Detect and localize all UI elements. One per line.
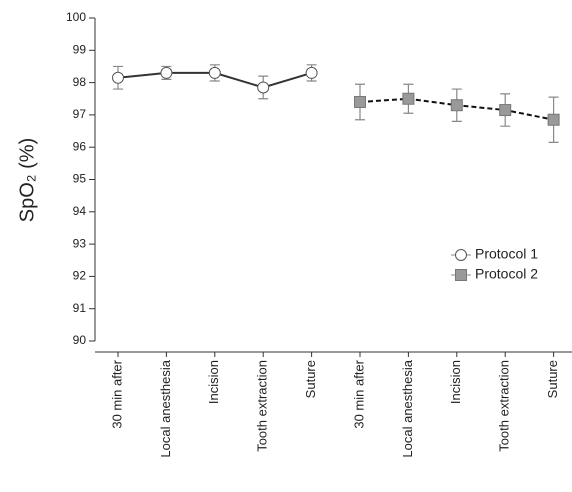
marker — [160, 66, 173, 79]
y-tick-label: 92 — [73, 269, 87, 283]
y-axis-label: SpO₂ (%) — [16, 138, 38, 222]
y-tick-label: 100 — [66, 10, 86, 24]
x-tick-label: Tooth extraction — [497, 360, 512, 452]
marker — [112, 71, 124, 84]
marker — [305, 66, 318, 79]
y-tick-label: 98 — [73, 75, 87, 89]
legend-label: Protocol 1 — [475, 246, 538, 262]
x-tick-label: Incision — [206, 360, 221, 404]
y-tick-label: 94 — [73, 204, 87, 218]
y-tick-label: 96 — [73, 139, 87, 153]
y-tick-label: 97 — [73, 107, 87, 121]
marker — [257, 81, 270, 94]
marker — [450, 99, 463, 112]
y-tick-label: 99 — [73, 42, 87, 56]
x-tick-label: Local anesthesia — [400, 359, 415, 457]
marker — [499, 104, 512, 117]
x-tick-label: Local anesthesia — [158, 359, 173, 457]
x-tick-label: 30 min after — [351, 359, 366, 428]
marker — [354, 95, 366, 108]
legend-label: Protocol 2 — [475, 266, 538, 282]
y-tick-label: 95 — [73, 172, 87, 186]
y-tick-label: 90 — [73, 333, 87, 347]
marker — [208, 66, 221, 79]
legend-marker — [455, 249, 467, 261]
legend-marker — [455, 269, 467, 281]
y-tick-label: 93 — [73, 236, 87, 250]
x-tick-label: Suture — [303, 360, 318, 398]
x-tick-label: 30 min after — [109, 359, 124, 428]
x-tick-label: Suture — [545, 360, 560, 398]
x-tick-label: Incision — [448, 360, 463, 404]
y-tick-label: 91 — [73, 301, 87, 315]
x-tick-label: Tooth extraction — [255, 360, 270, 452]
marker — [402, 92, 415, 105]
marker — [547, 113, 560, 126]
